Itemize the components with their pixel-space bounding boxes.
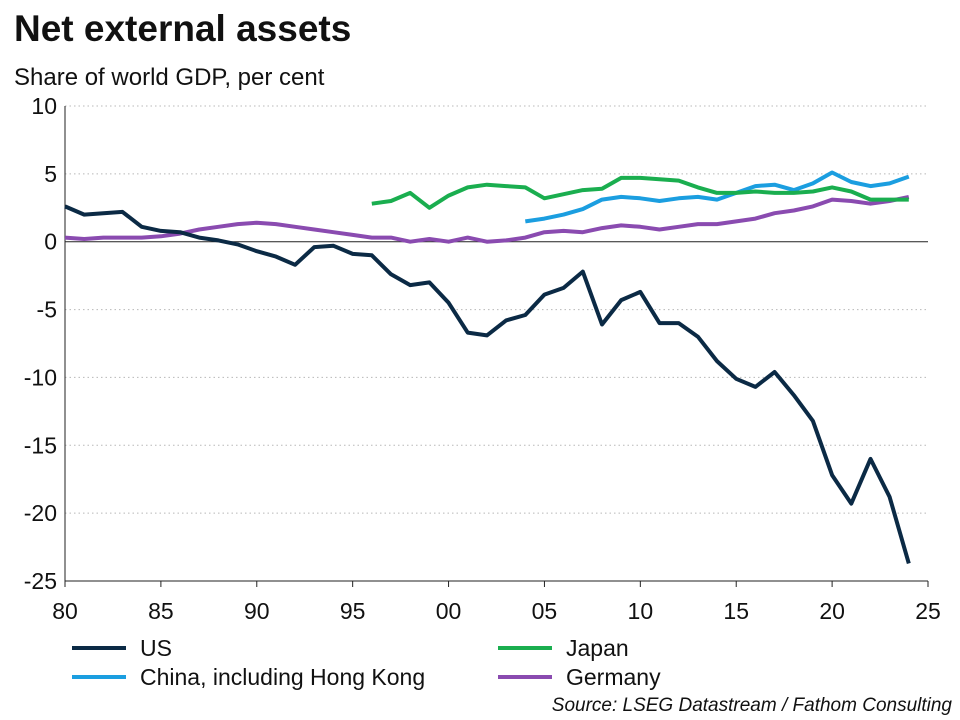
series-line-china [525, 170, 910, 224]
y-tick-label: -25 [24, 568, 57, 594]
legend-swatch-us [72, 646, 126, 650]
legend-swatch-germany [498, 675, 552, 679]
y-tick-label: 5 [44, 161, 57, 187]
x-tick-label: 85 [148, 598, 174, 624]
series-line-japan [371, 175, 909, 210]
x-tick-label: 95 [340, 598, 366, 624]
legend-label-china: China, including Hong Kong [140, 663, 426, 690]
legend-swatch-japan [498, 646, 552, 650]
y-tick-label: 10 [31, 93, 57, 119]
chart-title: Net external assets [14, 8, 352, 49]
series-line-germany [64, 194, 910, 244]
legend-item-japan: Japan [498, 634, 629, 662]
legend-item-germany: Germany [498, 663, 661, 691]
chart-subtitle: Share of world GDP, per cent [14, 64, 325, 91]
series-line-us [64, 204, 911, 564]
x-tick-label: 80 [52, 598, 78, 624]
tick-label-layer: 10 5 0 -5 -10 -15 -20 -25 80 85 90 95 00 05 10 15 20 25 [24, 93, 941, 624]
legend-label-us: US [140, 634, 172, 661]
series-layer [64, 170, 911, 564]
y-tick-label: -5 [37, 297, 57, 323]
x-tick-label: 90 [244, 598, 270, 624]
legend-swatch-china [72, 675, 126, 679]
legend-label-japan: Japan [566, 634, 629, 661]
y-tick-label: -15 [24, 432, 57, 458]
legend-item-us: US [72, 634, 172, 662]
y-tick-label: 0 [44, 229, 57, 255]
y-tick-label: -20 [24, 500, 57, 526]
legend-item-china: China, including Hong Kong [72, 663, 425, 691]
source-note: Source: LSEG Datastream / Fathom Consult… [551, 695, 952, 716]
grid-layer [65, 105, 928, 514]
x-tick-label: 15 [723, 598, 749, 624]
x-tick-label: 25 [915, 598, 941, 624]
x-tick-label: 10 [628, 598, 654, 624]
x-tick-label: 00 [436, 598, 462, 624]
legend-label-germany: Germany [566, 663, 661, 690]
x-tick-label: 20 [819, 598, 845, 624]
y-tick-label: -10 [24, 364, 57, 390]
axis-layer [64, 106, 929, 587]
x-tick-label: 05 [532, 598, 558, 624]
